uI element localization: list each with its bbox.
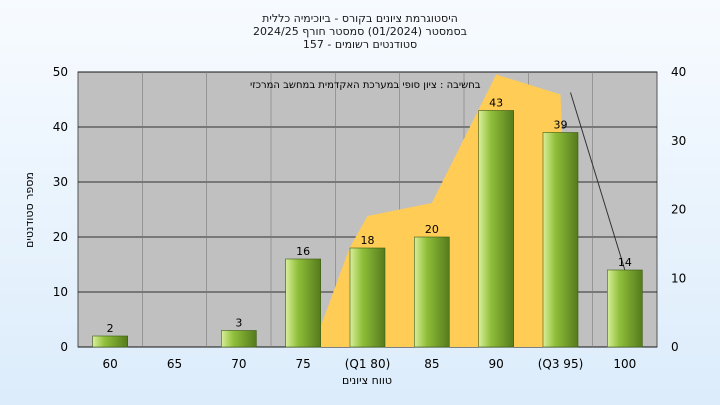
data-label-60: 2 xyxy=(107,322,114,335)
y2-tick-0: 0 xyxy=(671,340,679,354)
y2-tick-30: 30 xyxy=(671,134,686,148)
data-label-70: 3 xyxy=(235,317,242,330)
data-label-(Q1 80): 18 xyxy=(361,234,375,247)
x-tick-(Q3 95): (Q3 95) xyxy=(538,357,584,371)
y2-tick-10: 10 xyxy=(671,271,686,285)
bar-(Q3 95) xyxy=(542,132,579,348)
chart-subtitle: בסמסטר (01/2024) סמסטר חורף 2024/25 xyxy=(253,25,467,38)
bar-85 xyxy=(414,236,450,348)
data-label-85: 20 xyxy=(425,223,439,236)
x-tick-labels: 60 65 70 75 (Q1 80) 85 90 (Q3 95) 100 xyxy=(103,357,637,371)
bar-90 xyxy=(478,110,514,348)
data-label-90: 43 xyxy=(489,97,503,110)
bars xyxy=(92,110,643,348)
x-tick-85: 85 xyxy=(424,357,439,371)
bar-(Q1 80) xyxy=(349,247,386,348)
data-label-75: 16 xyxy=(296,245,310,258)
bar-100 xyxy=(607,269,643,348)
bar-60 xyxy=(92,335,128,348)
y2-tick-40: 40 xyxy=(671,65,686,79)
trend-line xyxy=(570,92,626,271)
x-tick-65: 65 xyxy=(167,357,182,371)
y-axis-label: מספר סטודנטים xyxy=(23,172,36,248)
data-label-100: 14 xyxy=(618,256,632,269)
x-tick-(Q1 80): (Q1 80) xyxy=(345,357,391,371)
chart-enrollment: סטודנטים רשומים - 157 xyxy=(302,38,418,51)
y-tick-10: 10 xyxy=(53,285,68,299)
chart-annotation: בחשיבה : ציון סופי במערכת האקדמית במחשב … xyxy=(250,80,481,91)
data-labels: 2 3 16 18 20 43 39 14 xyxy=(107,97,632,336)
y-tick-30: 30 xyxy=(53,175,68,189)
y-tick-labels: 0 10 20 30 40 50 xyxy=(53,65,68,354)
x-tick-90: 90 xyxy=(489,357,504,371)
chart-title: היסטוגרמת ציונים בקורס - ביוכימיה כללית xyxy=(262,12,458,25)
y-tick-20: 20 xyxy=(53,230,68,244)
bar-70 xyxy=(221,330,257,348)
x-axis-label: טווח ציונים xyxy=(342,374,392,387)
y2-tick-20: 20 xyxy=(671,203,686,217)
y2-tick-labels: 0 10 20 30 40 xyxy=(671,65,686,354)
bar-75 xyxy=(285,258,321,348)
x-tick-100: 100 xyxy=(613,357,636,371)
y-tick-0: 0 xyxy=(60,340,68,354)
x-tick-75: 75 xyxy=(296,357,311,371)
y-tick-50: 50 xyxy=(53,65,68,79)
x-tick-60: 60 xyxy=(103,357,118,371)
y-tick-40: 40 xyxy=(53,120,68,134)
data-label-(Q3 95): 39 xyxy=(554,119,568,132)
x-tick-70: 70 xyxy=(231,357,246,371)
